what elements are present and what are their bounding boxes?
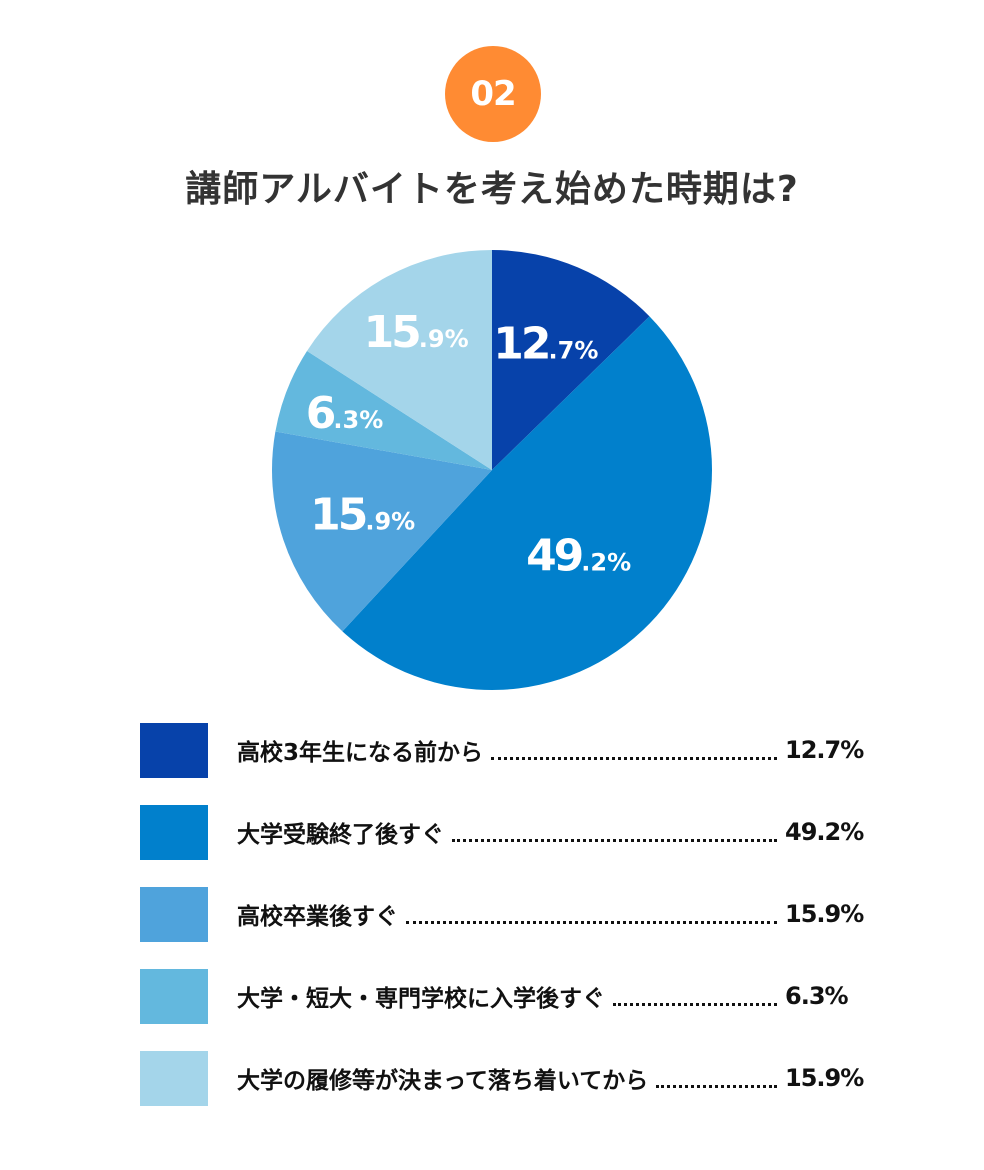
pie-chart: 12.7% 49.2% 15.9% 6.3% 15.9%	[272, 249, 712, 690]
legend-label: 高校卒業後すぐ	[237, 904, 398, 930]
leader-dots	[406, 920, 777, 924]
leader-dots	[452, 838, 777, 842]
legend-item: 高校卒業後すぐ 15.9%	[140, 886, 864, 942]
data-label: 49.2%	[526, 530, 631, 581]
legend-item: 高校3年生になる前から 12.7%	[140, 722, 864, 778]
legend-label: 高校3年生になる前から	[237, 740, 484, 766]
data-label: 15.9%	[364, 307, 469, 358]
legend-value: 49.2%	[785, 818, 864, 846]
chart-title: 講師アルバイトを考え始めた時期は?	[185, 169, 799, 210]
question-number-badge: 02	[445, 46, 541, 142]
pie-slice	[492, 250, 650, 470]
legend-label: 大学の履修等が決まって落ち着いてから	[237, 1068, 649, 1094]
data-label: 15.9%	[310, 489, 415, 540]
legend-swatch	[140, 886, 208, 942]
legend-label: 大学受験終了後すぐ	[237, 822, 444, 848]
legend-value: 15.9%	[785, 900, 864, 928]
legend-label: 大学・短大・専門学校に入学後すぐ	[237, 986, 605, 1012]
leader-dots	[613, 1002, 777, 1006]
pie-slice	[342, 316, 712, 690]
leader-dots	[491, 756, 777, 760]
legend-swatch	[140, 968, 208, 1024]
legend-item: 大学の履修等が決まって落ち着いてから 15.9%	[140, 1050, 864, 1106]
pie-slice	[272, 431, 492, 632]
legend-swatch	[140, 722, 208, 778]
pie-slice	[275, 350, 492, 470]
pie-slice	[306, 249, 492, 470]
legend-value: 12.7%	[785, 736, 864, 764]
legend-swatch	[140, 1050, 208, 1106]
data-label: 6.3%	[306, 388, 384, 439]
data-label: 12.7%	[493, 318, 598, 369]
legend-item: 大学・短大・専門学校に入学後すぐ 6.3%	[140, 968, 860, 1024]
legend-item: 大学受験終了後すぐ 49.2%	[140, 804, 864, 860]
legend-swatch	[140, 804, 208, 860]
leader-dots	[656, 1084, 777, 1088]
legend-value: 15.9%	[785, 1064, 864, 1092]
legend-value: 6.3%	[785, 982, 849, 1010]
